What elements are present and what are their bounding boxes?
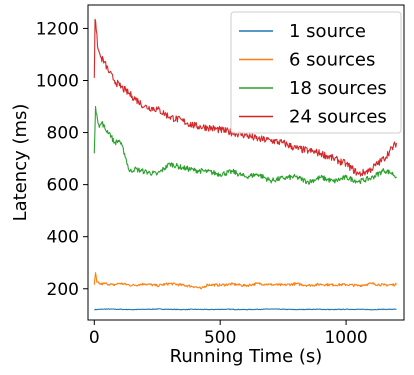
y-tick-label: 600 (47, 176, 79, 196)
series-line-18-sources (93, 105, 397, 185)
y-tick-label: 800 (47, 124, 79, 144)
y-tick-label: 1200 (36, 19, 79, 39)
axes-frame (87, 4, 405, 321)
legend-label: 18 sources (289, 78, 387, 99)
axes-layer: 0 500 1000 200 400 600 800 1000 1200 (36, 4, 405, 348)
x-axis-label: Running Time (s) (170, 346, 323, 367)
series-line-24-sources (93, 18, 397, 177)
legend-box (230, 11, 402, 134)
legend-label: 1 source (289, 21, 366, 42)
legend-label: 6 sources (289, 50, 375, 71)
series-line-6-sources (93, 272, 397, 290)
x-tick-label: 500 (204, 328, 236, 348)
y-tick-label: 200 (47, 280, 79, 300)
y-axis-label: Latency (ms) (10, 104, 31, 222)
legend-label: 24 sources (289, 107, 387, 128)
series-line-1-source (94, 308, 397, 311)
x-tick-label: 0 (89, 328, 100, 348)
series-layer (93, 18, 397, 311)
legend: 1 source 6 sources 18 sources 24 sources (230, 11, 402, 134)
x-tick-label: 1000 (324, 328, 367, 348)
y-tick-label: 400 (47, 228, 79, 248)
y-tick-label: 1000 (36, 71, 79, 91)
